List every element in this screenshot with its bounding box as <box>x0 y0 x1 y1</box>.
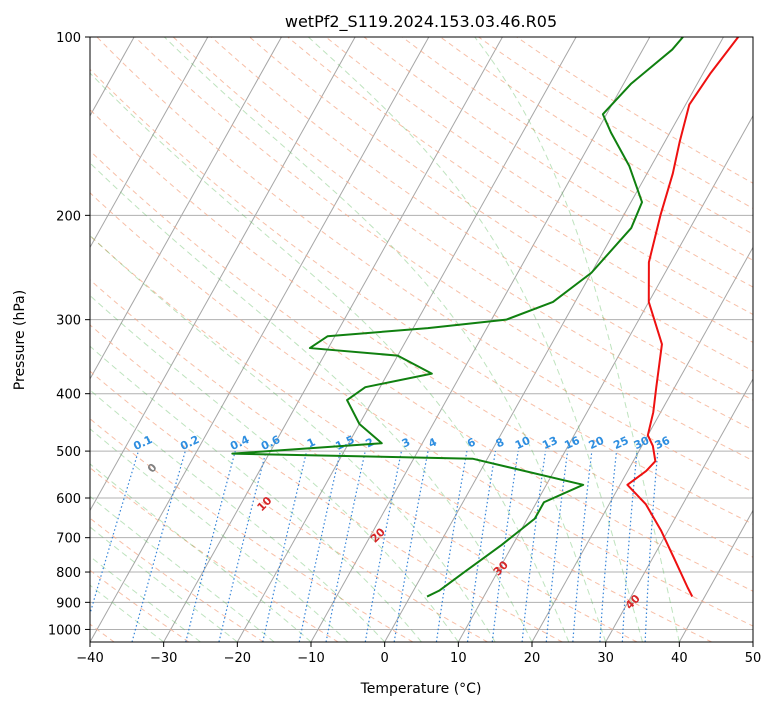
isotherm-line <box>90 37 356 512</box>
moist-adiabat <box>90 72 570 642</box>
dry-adiabat <box>90 150 753 592</box>
moist-adiabat <box>90 428 349 642</box>
mixing-ratio-line <box>491 451 519 642</box>
mixing-ratio-line <box>90 450 140 616</box>
mixing-ratio-label: 36 <box>653 434 673 452</box>
isotherm-line <box>90 37 209 249</box>
moist-adiabat <box>474 37 680 642</box>
isotherm-line <box>457 114 753 642</box>
dry-adiabat <box>90 109 753 558</box>
isotherm-line <box>236 37 577 642</box>
dry-adiabat <box>90 192 753 627</box>
moist-adiabat <box>90 294 459 642</box>
moist-adiabat <box>90 234 496 642</box>
mixing-ratio-line <box>599 451 618 642</box>
y-tick-label: 900 <box>56 596 81 611</box>
x-tick-label: 50 <box>745 651 762 666</box>
moist-adiabat <box>90 389 386 642</box>
y-tick-label: 1000 <box>48 623 81 638</box>
temperature-profile-line <box>626 37 739 598</box>
dry-adiabat <box>90 279 638 642</box>
x-tick-label: −10 <box>297 651 324 666</box>
moist-adiabat <box>308 37 643 642</box>
isotherm-line <box>90 37 282 380</box>
x-axis-label: Temperature (°C) <box>360 681 482 697</box>
y-tick-label: 100 <box>56 31 81 46</box>
dry-adiabat <box>90 235 712 642</box>
dry-adiabat <box>96 37 753 493</box>
mixing-ratio-label: 13 <box>540 434 559 452</box>
isotherm-line <box>163 37 503 642</box>
mixing-ratio-line <box>131 450 186 642</box>
mixing-ratio-line <box>521 451 547 642</box>
y-tick-label: 200 <box>56 209 81 224</box>
mixing-ratio-label: 16 <box>562 434 582 452</box>
mixing-ratio-label: 20 <box>587 434 607 452</box>
x-tick-label: −30 <box>150 651 177 666</box>
mixing-ratio-line <box>262 450 308 642</box>
mixing-ratio-label: 10 <box>513 434 533 452</box>
isotherm-line <box>678 509 753 642</box>
dry-adiabat <box>90 68 753 525</box>
dry-adiabat <box>90 418 414 642</box>
moist-adiabat <box>90 162 533 642</box>
y-tick-label: 800 <box>56 566 81 581</box>
x-tick-label: −20 <box>224 651 251 666</box>
dry-adiabat <box>90 370 488 642</box>
dry-adiabat <box>211 37 753 401</box>
isotherm-line <box>384 37 724 642</box>
y-tick-label: 600 <box>56 492 81 507</box>
x-tick-label: 0 <box>381 651 389 666</box>
dry-adiabat <box>90 467 339 642</box>
moist-adiabat <box>164 37 607 642</box>
dry-adiabat <box>363 37 753 288</box>
mixing-ratio-label: 25 <box>611 434 630 452</box>
plot-frame <box>89 36 754 643</box>
x-tick-label: −40 <box>76 651 103 666</box>
mixing-ratio-line <box>466 451 497 642</box>
x-tick-label: 10 <box>450 651 467 666</box>
isotherm-line <box>90 37 430 642</box>
chart-title: wetPf2_S119.2024.153.03.46.R05 <box>285 12 557 32</box>
dry-adiabat <box>134 37 753 462</box>
mixing-ratio-line <box>218 450 267 642</box>
y-tick-label: 300 <box>56 314 81 329</box>
y-tick-label: 500 <box>56 445 81 460</box>
dewpoint-profile-line <box>231 37 684 598</box>
x-tick-label: 40 <box>671 651 688 666</box>
dry-adiabat <box>287 37 753 343</box>
dry-adiabat <box>90 569 190 642</box>
moist-adiabat <box>90 463 312 642</box>
isotherm-line <box>531 246 753 642</box>
y-tick-label: 400 <box>56 388 81 403</box>
x-tick-label: 30 <box>597 651 614 666</box>
mixing-ratio-line <box>572 451 593 642</box>
mixing-ratio-line <box>435 450 468 642</box>
y-tick-label: 700 <box>56 532 81 547</box>
isotherm-line <box>605 377 753 642</box>
moist-adiabat <box>90 345 422 642</box>
mixing-ratio-line <box>185 450 236 642</box>
x-tick-label: 20 <box>524 651 541 666</box>
y-axis-label: Pressure (hPa) <box>12 290 28 390</box>
mixing-ratio-label: 30 <box>632 434 652 452</box>
dry-adiabat <box>90 517 264 642</box>
